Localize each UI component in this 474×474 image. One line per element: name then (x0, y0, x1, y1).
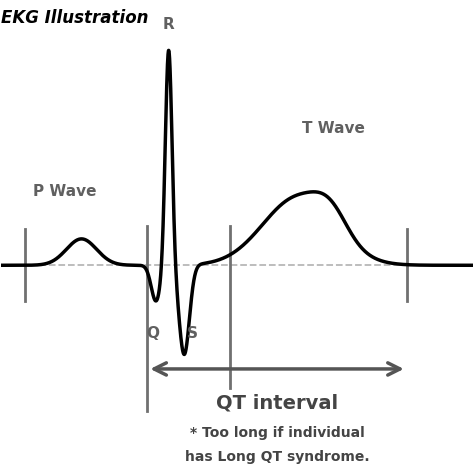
Text: has Long QT syndrome.: has Long QT syndrome. (185, 450, 369, 465)
Text: EKG Illustration: EKG Illustration (1, 9, 149, 27)
Text: QT interval: QT interval (216, 393, 338, 412)
Text: Q: Q (146, 326, 160, 341)
Text: P Wave: P Wave (33, 184, 97, 199)
Text: * Too long if individual: * Too long if individual (190, 426, 365, 440)
Text: R: R (163, 18, 174, 32)
Text: T Wave: T Wave (302, 121, 365, 136)
Text: S: S (187, 326, 198, 341)
